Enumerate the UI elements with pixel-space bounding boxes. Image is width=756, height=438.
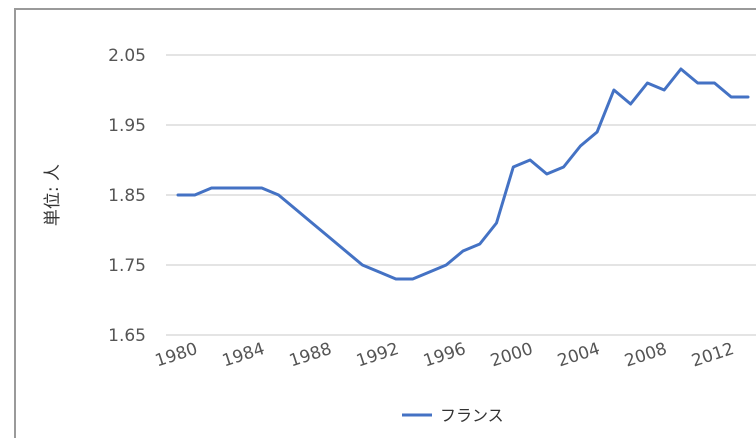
y-tick-label: 1.95 (108, 116, 146, 136)
x-tick-label: 1984 (220, 339, 267, 371)
x-tick-label: 2000 (488, 339, 535, 371)
y-axis-ticks: 2.05 1.95 1.85 1.75 1.65 (108, 46, 146, 346)
grid-layer (166, 54, 756, 336)
x-tick-label: 1992 (354, 339, 401, 371)
x-tick-label: 2008 (622, 339, 669, 371)
x-tick-label: 2012 (689, 339, 736, 371)
chart-frame (14, 8, 756, 438)
y-tick-label: 2.05 (108, 46, 146, 66)
x-tick-label: 1988 (287, 339, 334, 371)
y-tick-label: 1.75 (108, 256, 146, 276)
y-tick-label: 1.65 (108, 326, 146, 346)
x-tick-label: 1980 (153, 339, 200, 371)
x-tick-label: 2004 (555, 339, 602, 371)
legend-label-france: フランス (440, 406, 504, 425)
legend: フランス (402, 406, 504, 425)
series-layer (176, 67, 750, 281)
y-tick-label: 1.85 (108, 186, 146, 206)
x-tick-label: 1996 (421, 339, 468, 371)
y-axis-label: 単位: 人 (43, 164, 63, 226)
series-line-france (176, 67, 750, 281)
x-axis-ticks: 1980 1984 1988 1992 1996 2000 2004 2008 2012 (153, 339, 737, 371)
